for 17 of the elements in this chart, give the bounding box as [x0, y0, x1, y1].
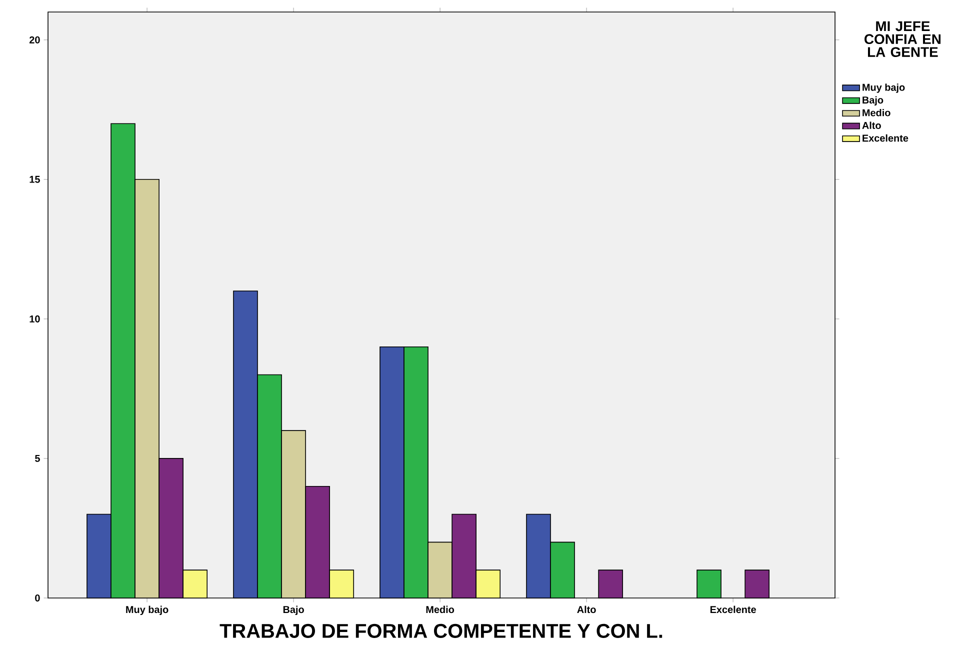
y-tick-label: 0 — [35, 594, 40, 602]
legend-label: Excelente — [862, 134, 908, 142]
legend-label: Alto — [862, 122, 881, 129]
y-tick-label: 5 — [35, 454, 40, 462]
x-tick-label: Excelente — [710, 606, 756, 614]
legend-label: Bajo — [862, 96, 884, 106]
y-tick-label: 10 — [30, 315, 40, 322]
legend-title: MI JEFE CONFIA EN LA GENTE — [864, 21, 941, 57]
y-tick-label: 20 — [30, 36, 40, 44]
x-tick-label: Alto — [577, 606, 596, 614]
x-tick-label: Muy bajo — [126, 606, 168, 616]
legend-label: Medio — [862, 108, 890, 116]
x-tick-label: Bajo — [283, 606, 304, 616]
x-tick-label: Medio — [426, 606, 454, 614]
legend-label: Muy bajo — [862, 84, 905, 93]
y-tick-label: 15 — [30, 176, 40, 183]
x-axis-title: TRABAJO DE FORMA COMPETENTE Y CON L. — [220, 624, 662, 638]
